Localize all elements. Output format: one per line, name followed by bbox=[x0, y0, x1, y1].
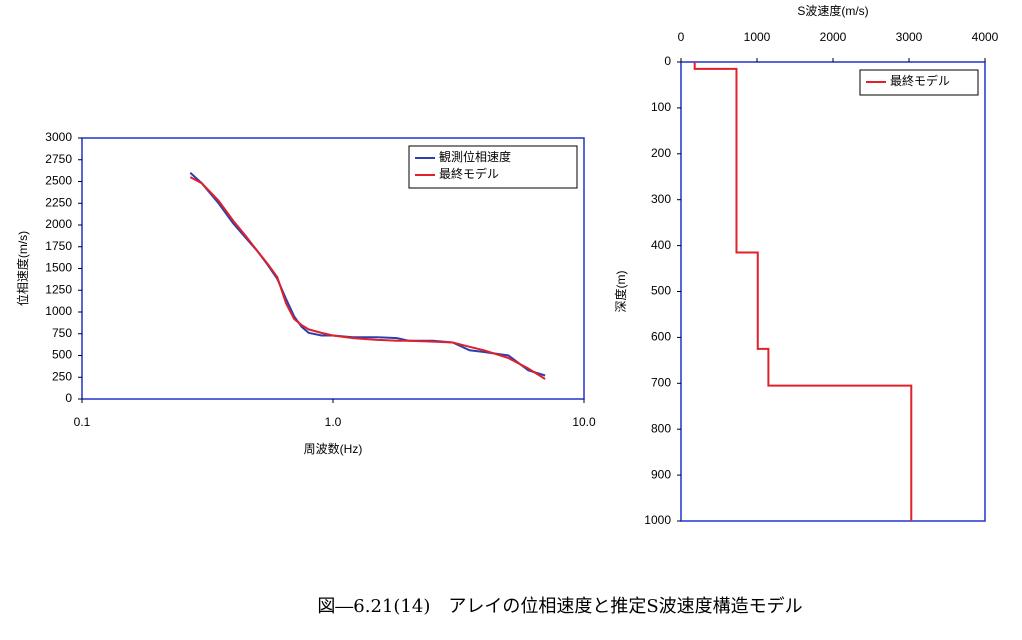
x-axis-label: 周波数(Hz) bbox=[304, 441, 363, 456]
legend-label: 最終モデル bbox=[890, 73, 950, 88]
y-tick-label: 250 bbox=[52, 369, 72, 383]
x-tick-label: 3000 bbox=[896, 30, 923, 44]
y-tick-label: 200 bbox=[651, 146, 671, 160]
x-tick-label: 4000 bbox=[972, 30, 999, 44]
series-line bbox=[189, 176, 546, 380]
y-axis-label: 位相速度(m/s) bbox=[15, 231, 30, 306]
y-tick-label: 0 bbox=[65, 391, 72, 405]
y-tick-label: 1000 bbox=[644, 513, 671, 527]
y-tick-label: 2000 bbox=[45, 217, 72, 231]
series-line bbox=[189, 172, 546, 377]
legend-label: 観測位相速度 bbox=[439, 149, 511, 164]
y-tick-label: 900 bbox=[651, 467, 671, 481]
y-tick-label: 100 bbox=[651, 100, 671, 114]
series-line bbox=[693, 62, 913, 521]
y-tick-label: 2500 bbox=[45, 174, 72, 188]
y-tick-label: 300 bbox=[651, 192, 671, 206]
y-tick-label: 400 bbox=[651, 238, 671, 252]
y-tick-label: 500 bbox=[52, 348, 72, 362]
y-tick-label: 800 bbox=[651, 421, 671, 435]
y-tick-label: 3000 bbox=[45, 130, 72, 144]
y-tick-label: 1000 bbox=[45, 304, 72, 318]
y-axis-label: 深度(m) bbox=[613, 271, 628, 313]
legend-label: 最終モデル bbox=[439, 166, 499, 181]
y-tick-label: 600 bbox=[651, 330, 671, 344]
x-tick-label: 1000 bbox=[744, 30, 771, 44]
legend-box bbox=[408, 145, 578, 189]
x-axis-label: S波速度(m/s) bbox=[797, 3, 868, 18]
x-tick-label: 10.0 bbox=[572, 415, 596, 429]
y-tick-label: 0 bbox=[664, 54, 671, 68]
plot-frame bbox=[680, 61, 986, 522]
x-tick-label: 2000 bbox=[820, 30, 847, 44]
caption: 図―6.21(14) アレイの位相速度と推定S波速度構造モデル bbox=[317, 596, 802, 617]
y-tick-label: 2250 bbox=[45, 195, 72, 209]
y-tick-label: 1500 bbox=[45, 261, 72, 275]
x-tick-label: 1.0 bbox=[325, 415, 342, 429]
y-tick-label: 750 bbox=[52, 326, 72, 340]
y-tick-label: 700 bbox=[651, 375, 671, 389]
y-tick-label: 1250 bbox=[45, 282, 72, 296]
x-tick-label: 0 bbox=[678, 30, 685, 44]
y-tick-label: 2750 bbox=[45, 152, 72, 166]
x-tick-label: 0.1 bbox=[74, 415, 91, 429]
y-tick-label: 1750 bbox=[45, 239, 72, 253]
y-tick-label: 500 bbox=[651, 284, 671, 298]
